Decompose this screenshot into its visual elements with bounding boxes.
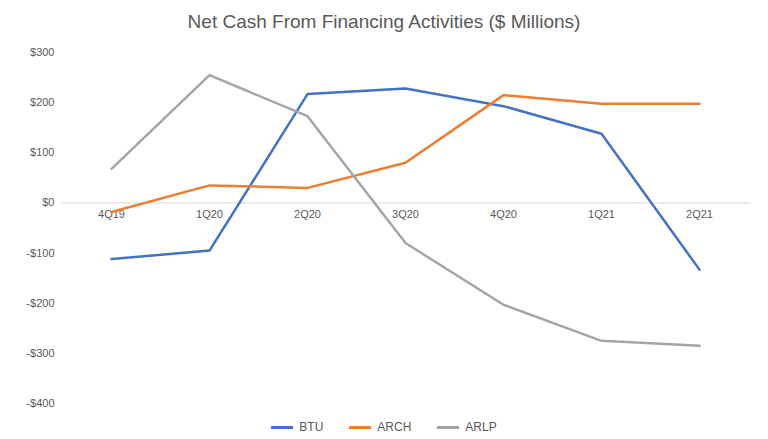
svg-text:$200: $200 — [30, 96, 54, 108]
html-text:BTU: BTU — [299, 420, 324, 434]
svg-text:2Q20: 2Q20 — [294, 208, 321, 220]
svg-text:4Q20: 4Q20 — [490, 208, 517, 220]
svg-text:1Q21: 1Q21 — [588, 208, 615, 220]
svg-text:$0: $0 — [42, 196, 54, 208]
svg-text:$300: $300 — [30, 46, 54, 58]
svg-text:4Q19: 4Q19 — [98, 208, 125, 221]
html-text:ARLP: ARLP — [465, 420, 497, 434]
html-text:Net Cash From Financing Activi: Net Cash From Financing Activities ($ Mi… — [187, 11, 581, 32]
svg-text:-$300: -$300 — [26, 347, 54, 359]
svg-text:1Q20: 1Q20 — [196, 208, 223, 220]
svg-text:2Q21: 2Q21 — [686, 208, 713, 220]
svg-text:$100: $100 — [30, 146, 54, 158]
svg-text:3Q20: 3Q20 — [392, 208, 419, 220]
svg-text:-$100: -$100 — [26, 247, 54, 259]
svg-text:-$200: -$200 — [26, 297, 54, 309]
svg-text:-$400: -$400 — [26, 397, 54, 409]
html-text:ARCH: ARCH — [377, 420, 412, 434]
